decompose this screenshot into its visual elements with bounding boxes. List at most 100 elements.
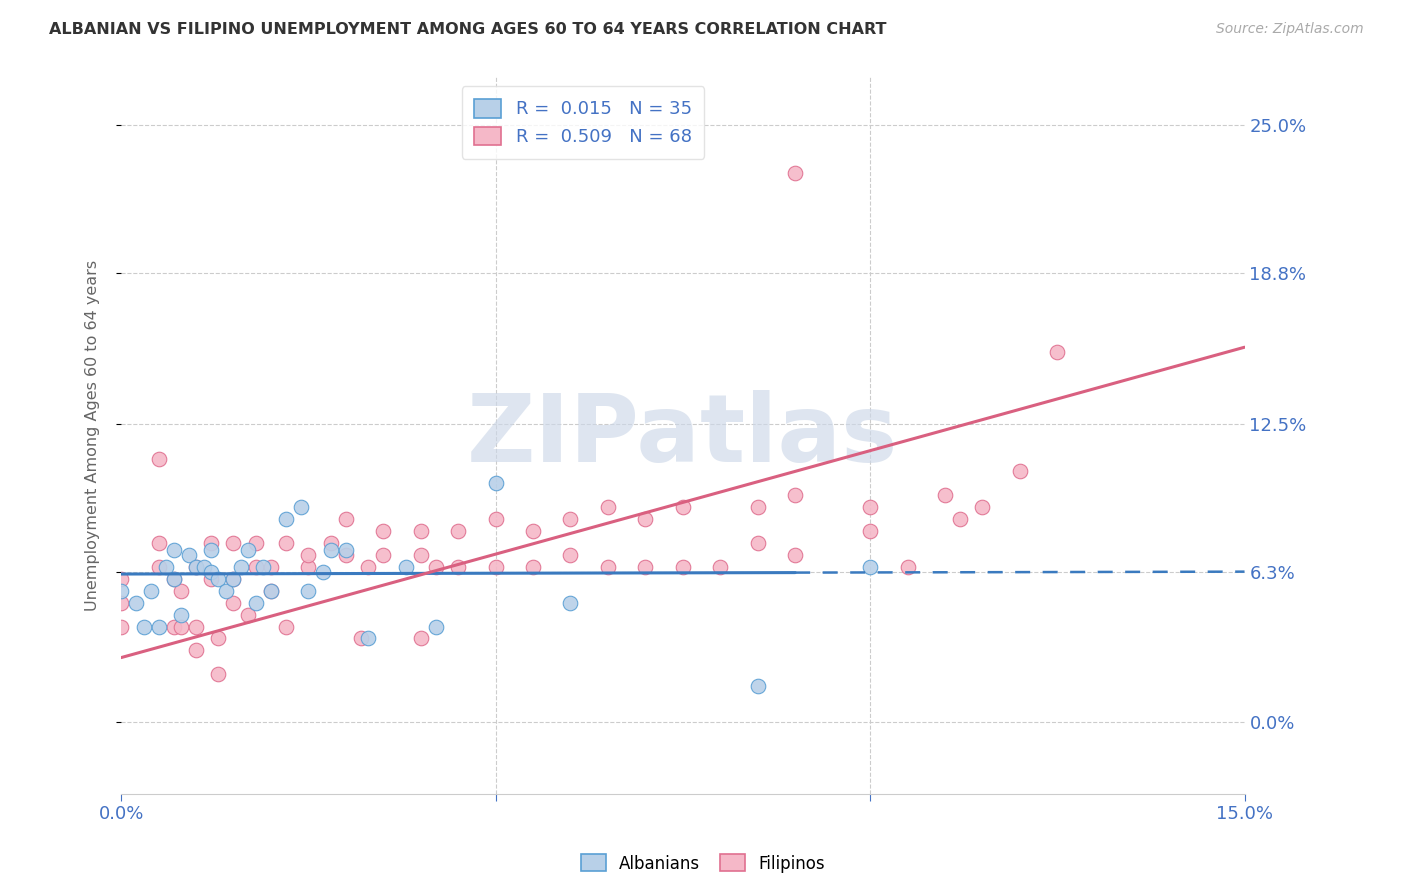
Point: [148, 452, 170, 467]
Point: [274, 536, 297, 550]
Point: [200, 565, 222, 579]
Point: [319, 543, 342, 558]
Point: [132, 619, 155, 633]
Point: [274, 619, 297, 633]
Point: [859, 560, 882, 574]
Point: [162, 543, 184, 558]
Point: [162, 572, 184, 586]
Point: [125, 596, 148, 610]
Point: [335, 543, 357, 558]
Point: [785, 166, 807, 180]
Point: [229, 560, 252, 574]
Point: [447, 560, 470, 574]
Point: [350, 632, 373, 646]
Point: [155, 560, 177, 574]
Point: [425, 560, 447, 574]
Point: [785, 488, 807, 502]
Point: [297, 548, 319, 562]
Point: [522, 560, 544, 574]
Point: [373, 548, 395, 562]
Point: [560, 596, 582, 610]
Point: [222, 572, 245, 586]
Point: [162, 572, 184, 586]
Point: [949, 512, 972, 526]
Point: [395, 560, 418, 574]
Point: [207, 572, 229, 586]
Point: [747, 679, 769, 693]
Point: [425, 619, 447, 633]
Point: [245, 536, 267, 550]
Point: [215, 583, 238, 598]
Point: [972, 500, 994, 515]
Point: [148, 619, 170, 633]
Point: [222, 572, 245, 586]
Point: [170, 583, 193, 598]
Point: [409, 524, 432, 538]
Point: [484, 512, 506, 526]
Point: [409, 632, 432, 646]
Text: ZIPatlas: ZIPatlas: [467, 390, 898, 482]
Point: [1046, 345, 1069, 359]
Point: [290, 500, 312, 515]
Point: [484, 560, 506, 574]
Point: [238, 607, 260, 622]
Point: [859, 524, 882, 538]
Point: [148, 536, 170, 550]
Legend: Albanians, Filipinos: Albanians, Filipinos: [574, 847, 832, 880]
Point: [859, 500, 882, 515]
Point: [238, 543, 260, 558]
Point: [709, 560, 731, 574]
Point: [170, 619, 193, 633]
Point: [896, 560, 918, 574]
Y-axis label: Unemployment Among Ages 60 to 64 years: Unemployment Among Ages 60 to 64 years: [86, 260, 100, 611]
Point: [934, 488, 956, 502]
Point: [634, 560, 657, 574]
Point: [319, 536, 342, 550]
Point: [200, 572, 222, 586]
Point: [297, 560, 319, 574]
Point: [110, 596, 132, 610]
Point: [139, 583, 162, 598]
Point: [252, 560, 274, 574]
Point: [170, 607, 193, 622]
Point: [200, 543, 222, 558]
Point: [357, 560, 380, 574]
Point: [335, 512, 357, 526]
Point: [193, 560, 215, 574]
Point: [335, 548, 357, 562]
Point: [184, 619, 207, 633]
Point: [222, 536, 245, 550]
Point: [596, 560, 619, 574]
Point: [373, 524, 395, 538]
Point: [672, 560, 695, 574]
Point: [184, 560, 207, 574]
Point: [560, 512, 582, 526]
Point: [184, 643, 207, 657]
Point: [110, 572, 132, 586]
Text: ALBANIAN VS FILIPINO UNEMPLOYMENT AMONG AGES 60 TO 64 YEARS CORRELATION CHART: ALBANIAN VS FILIPINO UNEMPLOYMENT AMONG …: [49, 22, 887, 37]
Point: [207, 632, 229, 646]
Point: [110, 583, 132, 598]
Point: [245, 560, 267, 574]
Point: [274, 512, 297, 526]
Point: [222, 596, 245, 610]
Point: [297, 583, 319, 598]
Point: [560, 548, 582, 562]
Point: [260, 583, 283, 598]
Point: [484, 476, 506, 491]
Point: [260, 583, 283, 598]
Point: [596, 500, 619, 515]
Point: [200, 536, 222, 550]
Point: [357, 632, 380, 646]
Point: [184, 560, 207, 574]
Text: Source: ZipAtlas.com: Source: ZipAtlas.com: [1216, 22, 1364, 37]
Point: [785, 548, 807, 562]
Point: [1008, 464, 1031, 478]
Point: [747, 500, 769, 515]
Point: [148, 560, 170, 574]
Point: [447, 524, 470, 538]
Point: [245, 596, 267, 610]
Legend: R =  0.015   N = 35, R =  0.509   N = 68: R = 0.015 N = 35, R = 0.509 N = 68: [461, 87, 704, 159]
Point: [747, 536, 769, 550]
Point: [409, 548, 432, 562]
